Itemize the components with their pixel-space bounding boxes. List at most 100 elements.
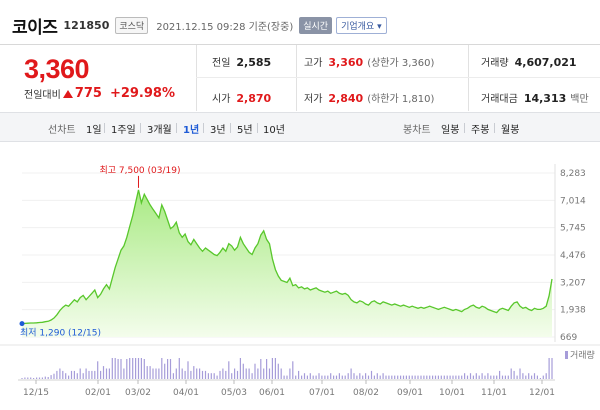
- volume-bar: [120, 359, 122, 379]
- volume-bar: [286, 375, 288, 379]
- volume-bar: [172, 373, 174, 379]
- lower-limit: (하한가 1,810): [367, 94, 435, 105]
- x-tick-label: 09/01: [397, 388, 423, 398]
- tab-1-day[interactable]: 1일: [86, 125, 102, 136]
- volume-bar: [111, 358, 113, 379]
- tab-weekly-candle[interactable]: 주봉: [471, 125, 490, 136]
- high-label: 고가: [304, 58, 323, 69]
- prev-close-value: 2,585: [236, 56, 272, 69]
- tab-separator: [494, 123, 495, 133]
- volume-bar: [251, 373, 253, 379]
- tab-monthly-candle[interactable]: 월봉: [501, 125, 520, 136]
- y-tick-label: 7,014: [560, 196, 586, 206]
- volume-bar: [440, 375, 442, 379]
- volume-bar: [268, 368, 271, 379]
- volume-bar: [41, 377, 43, 379]
- volume-bar: [295, 375, 297, 379]
- tab-3-months[interactable]: 3개월: [147, 125, 172, 136]
- volume-bar: [245, 368, 247, 379]
- volume-bar: [510, 368, 512, 379]
- volume-bar: [79, 368, 81, 379]
- tab-daily-candle[interactable]: 일봉: [441, 125, 460, 136]
- tab-separator: [203, 123, 204, 133]
- volume-bar: [62, 370, 64, 379]
- tab-separator: [230, 123, 231, 133]
- volume-bar: [324, 375, 326, 379]
- volume-bar: [437, 375, 439, 379]
- trade-amount-unit: 백만: [570, 94, 589, 105]
- volume-bar: [434, 375, 437, 379]
- volume-bar: [341, 375, 343, 379]
- market-badge: 코스닥: [115, 16, 149, 34]
- volume-bar: [335, 375, 338, 379]
- volume-bar: [309, 373, 311, 379]
- volume-bar: [30, 377, 32, 379]
- volume-bar: [303, 373, 306, 379]
- volume-bar: [469, 373, 472, 379]
- company-overview-dropdown[interactable]: 기업개요 ▾: [336, 16, 387, 34]
- grid-divider: [468, 45, 469, 111]
- volume-legend-label: 거래량: [570, 349, 595, 361]
- tab-1-week[interactable]: 1주일: [111, 125, 136, 136]
- volume-bar: [350, 368, 352, 379]
- volume-bar: [464, 373, 466, 379]
- volume-bar: [359, 373, 361, 379]
- x-tick-label: 02/01: [85, 388, 111, 398]
- volume-bar: [59, 368, 61, 379]
- low-cell: 저가 2,840 (하한가 1,810): [304, 90, 434, 105]
- prev-close-cell: 전일 2,585: [212, 54, 271, 69]
- period-tab-bar: 선차트 1일 1주일 3개월 1년 3년 5년 10년 봉차트 일봉 주봉 월봉: [0, 112, 600, 142]
- volume-bar: [149, 366, 151, 379]
- volume-bar: [408, 375, 410, 379]
- volume-bar: [397, 375, 399, 379]
- volume-bar: [432, 375, 434, 379]
- volume-bar: [102, 366, 105, 379]
- x-tick-label: 08/02: [353, 388, 379, 398]
- volume-bar: [504, 375, 506, 379]
- volume-bar: [219, 370, 221, 379]
- volume-bar: [542, 375, 544, 379]
- volume-bar: [108, 368, 110, 379]
- volume-bar: [76, 373, 78, 379]
- volume-bar: [21, 378, 23, 379]
- tab-10-years[interactable]: 10년: [263, 125, 285, 136]
- volume-bar: [513, 370, 515, 379]
- volume-value: 4,607,021: [514, 56, 577, 69]
- volume-bar: [82, 373, 84, 379]
- volume-bar: [187, 361, 189, 379]
- volume-bar: [283, 375, 285, 379]
- tab-separator: [104, 123, 105, 133]
- volume-bar: [458, 375, 460, 379]
- volume-bar: [50, 375, 52, 379]
- volume-bar: [254, 363, 256, 379]
- candle-chart-label: 봉차트: [403, 125, 431, 136]
- volume-bar: [181, 368, 183, 379]
- tab-1-year[interactable]: 1년: [183, 125, 200, 136]
- volume-bar: [400, 375, 402, 379]
- low-value: 2,840: [328, 92, 364, 105]
- current-price: 3,360: [24, 54, 90, 84]
- volume-bar: [522, 373, 524, 379]
- price-chart[interactable]: 8,283 7,014 5,745 4,476 3,207 1,938 669 최고 7,5…: [0, 142, 600, 410]
- trade-amount-cell: 거래대금 14,313 백만: [481, 90, 589, 105]
- volume-bar: [135, 358, 137, 379]
- volume-bar: [373, 375, 375, 379]
- volume-bar: [266, 359, 268, 379]
- tab-5-years[interactable]: 5년: [237, 125, 253, 136]
- volume-bar: [382, 373, 384, 379]
- volume-bar: [347, 373, 349, 379]
- open-label: 시가: [212, 94, 231, 105]
- volume-bar: [516, 375, 518, 379]
- volume-bar: [461, 375, 463, 379]
- realtime-button[interactable]: 실시간: [299, 16, 333, 34]
- change-amount: 775: [74, 86, 102, 101]
- header-divider: [0, 44, 600, 45]
- tab-3-years[interactable]: 3년: [210, 125, 226, 136]
- volume-bar: [155, 368, 157, 379]
- tab-separator: [176, 123, 177, 133]
- grid-divider: [296, 45, 297, 111]
- volume-bar: [257, 368, 259, 379]
- x-axis: 12/15 02/01 03/02 04/01 05/03 06/01 07/01 08/02…: [18, 379, 555, 398]
- volume-bar: [222, 368, 224, 379]
- y-tick-label: 1,938: [560, 306, 586, 316]
